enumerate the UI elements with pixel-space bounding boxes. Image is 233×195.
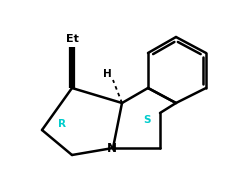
Text: S: S — [143, 115, 150, 125]
Text: H: H — [103, 69, 112, 79]
Text: Et: Et — [65, 34, 79, 44]
Text: R: R — [58, 119, 66, 129]
Text: N: N — [107, 142, 117, 154]
